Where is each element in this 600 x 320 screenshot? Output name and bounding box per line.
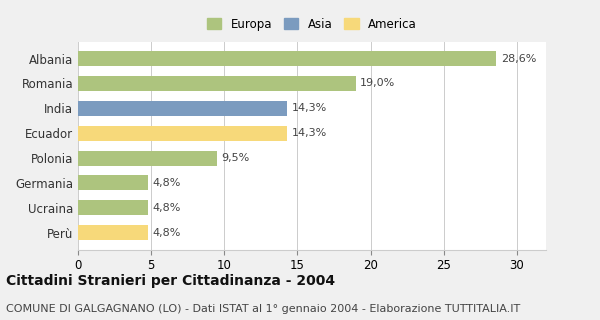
- Bar: [78, 51, 496, 66]
- Bar: [78, 225, 148, 240]
- Bar: [78, 200, 148, 215]
- Legend: Europa, Asia, America: Europa, Asia, America: [204, 14, 420, 34]
- Text: 14,3%: 14,3%: [292, 103, 327, 113]
- Bar: [78, 175, 148, 190]
- Bar: [78, 126, 287, 140]
- Text: 19,0%: 19,0%: [360, 78, 395, 88]
- Text: Cittadini Stranieri per Cittadinanza - 2004: Cittadini Stranieri per Cittadinanza - 2…: [6, 274, 335, 288]
- Text: 9,5%: 9,5%: [221, 153, 250, 163]
- Bar: [78, 76, 356, 91]
- Text: 4,8%: 4,8%: [152, 203, 181, 213]
- Text: COMUNE DI GALGAGNANO (LO) - Dati ISTAT al 1° gennaio 2004 - Elaborazione TUTTITA: COMUNE DI GALGAGNANO (LO) - Dati ISTAT a…: [6, 304, 520, 314]
- Text: 4,8%: 4,8%: [152, 178, 181, 188]
- Text: 14,3%: 14,3%: [292, 128, 327, 138]
- Bar: [78, 151, 217, 165]
- Text: 28,6%: 28,6%: [500, 53, 536, 63]
- Bar: [78, 101, 287, 116]
- Text: 4,8%: 4,8%: [152, 228, 181, 238]
